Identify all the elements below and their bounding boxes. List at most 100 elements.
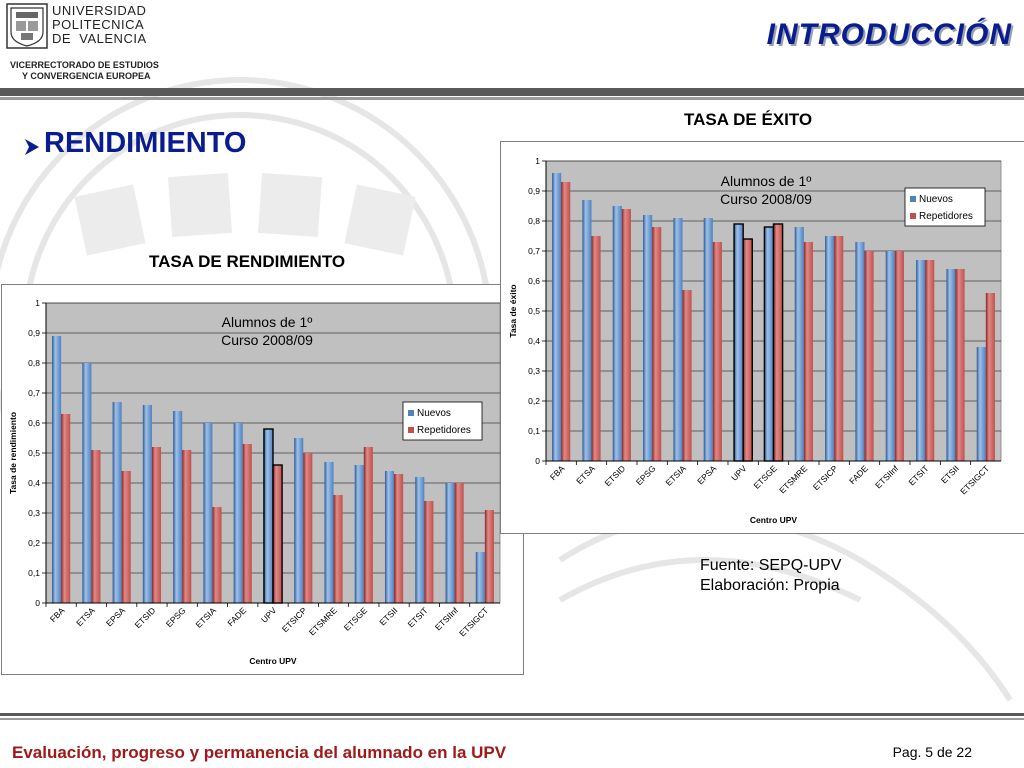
bar-repetidores-etsia [212, 507, 222, 603]
bar-repetidores-fba [561, 182, 571, 461]
footer-title: Evaluación, progreso y permanencia del a… [12, 743, 507, 762]
bar-repetidores-etsiinf [894, 251, 904, 461]
chart-title-exito: TASA DE ÉXITO [684, 110, 813, 129]
y-tick-label: 0,4 [528, 336, 540, 346]
x-tick-label: ETSII [939, 463, 961, 485]
bar-nuevos-etsge [354, 465, 364, 603]
x-tick-label: UPV [729, 463, 749, 483]
chart-annotation-line: Alumnos de 1º [222, 314, 313, 330]
y-tick-label: 0 [535, 456, 540, 466]
x-axis-title: Centro UPV [750, 515, 798, 525]
y-tick-label: 0,4 [28, 478, 40, 488]
university-line-1: UNIVERSIDAD [52, 3, 147, 18]
university-line-3: DE VALENCIA [52, 31, 147, 46]
bar-nuevos-etsii [946, 269, 956, 461]
slide-title: INTRODUCCIÓN [766, 18, 1012, 51]
x-tick-label: ETSIInf [873, 463, 901, 491]
x-tick-label: ETSID [602, 463, 627, 488]
bar-repetidores-etsge [363, 447, 373, 603]
bar-repetidores-etsa [91, 450, 101, 603]
bar-nuevos-etsicp [294, 438, 304, 603]
y-tick-label: 0,2 [528, 396, 540, 406]
chart-annotation-line: Curso 2008/09 [720, 191, 812, 207]
bar-repetidores-etsigct [985, 293, 995, 461]
y-tick-label: 0,8 [28, 358, 40, 368]
bar-nuevos-etsit [916, 260, 926, 461]
bar-nuevos-epsa [112, 402, 122, 603]
footer-divider [0, 713, 1024, 716]
bar-nuevos-etsge [763, 226, 775, 462]
x-tick-label: ETSIT [906, 463, 930, 487]
bar-nuevos-etsiinf [885, 251, 895, 461]
bar-nuevos-etsit [415, 477, 425, 603]
bar-nuevos-epsg [173, 411, 183, 603]
y-tick-label: 0,5 [28, 448, 40, 458]
arrow-bullet-icon [25, 139, 39, 155]
bar-nuevos-fade [233, 423, 243, 603]
x-tick-label: ETSICP [280, 605, 309, 634]
bar-nuevos-etsa [82, 363, 92, 603]
x-tick-label: ETSIA [663, 463, 688, 488]
bar-repetidores-etsia [682, 290, 692, 461]
x-tick-label: ETSIInf [433, 605, 461, 633]
vice-line-1: VICERRECTORADO DE ESTUDIOS [10, 60, 159, 70]
legend-label-nuevos: Nuevos [919, 194, 953, 205]
y-tick-label: 0,3 [28, 508, 40, 518]
x-tick-label: UPV [259, 605, 279, 625]
chart-svg: 0 0,1 0,2 0,3 0,4 0,5 0,6 0,7 0,8 0,9 1 FBA ETSA EPSA… [8, 298, 501, 666]
y-tick-label: 0,9 [528, 186, 540, 196]
bar-nuevos-etsa [582, 200, 592, 461]
bar-repetidores-fade [242, 444, 252, 603]
y-tick-label: 0 [35, 598, 40, 608]
bar-repetidores-etsge [772, 223, 784, 462]
bar-nuevos-etsid [612, 206, 622, 461]
bar-repetidores-epsa [712, 242, 722, 461]
section-heading: RENDIMIENTO [44, 127, 247, 159]
bar-nuevos-upv [263, 428, 274, 604]
bar-repetidores-fba [61, 414, 71, 603]
chart-annotation-line: Alumnos de 1º [721, 173, 812, 189]
bar-repetidores-etsmre [333, 495, 343, 603]
footer-divider-thin [0, 718, 1024, 720]
y-tick-label: 0,3 [528, 366, 540, 376]
bar-nuevos-epsg [643, 215, 653, 461]
chart-rendimiento: 0 0,1 0,2 0,3 0,4 0,5 0,6 0,7 0,8 0,9 1 FBA ETSA EPSA… [1, 284, 524, 675]
x-tick-label: ETSGE [751, 463, 779, 491]
bar-nuevos-etsigct [976, 347, 986, 461]
bar-repetidores-upv [272, 464, 283, 604]
legend-swatch-repetidores [408, 427, 414, 433]
y-tick-label: 0,1 [528, 426, 540, 436]
x-tick-label: ETSMRE [777, 463, 809, 495]
x-tick-label: FBA [548, 463, 567, 482]
x-tick-label: ETSII [377, 605, 399, 627]
x-tick-label: ETSID [133, 605, 158, 630]
y-tick-label: 1 [535, 156, 540, 166]
source-note: Fuente: SEPQ-UPV Elaboración: Propia [700, 556, 841, 596]
y-axis-title: Tasa de éxito [508, 284, 518, 337]
bar-nuevos-epsa [703, 218, 713, 461]
x-tick-label: ETSA [74, 605, 97, 628]
x-tick-label: EPSG [164, 605, 188, 629]
x-axis-title: Centro UPV [249, 656, 297, 666]
y-tick-label: 0,7 [28, 388, 40, 398]
y-tick-label: 0,1 [28, 568, 40, 578]
bar-nuevos-etsia [673, 218, 683, 461]
header-divider [0, 88, 1024, 96]
bar-repetidores-etsicp [834, 236, 844, 461]
bar-nuevos-etsii [384, 471, 395, 603]
x-tick-label: ETSMRE [307, 605, 339, 637]
chart-annotation-line: Curso 2008/09 [221, 332, 313, 348]
y-tick-label: 0,9 [28, 328, 40, 338]
y-tick-label: 1 [35, 298, 40, 308]
legend-label-repetidores: Repetidores [919, 211, 973, 222]
x-tick-label: ETSA [574, 463, 597, 486]
x-tick-label: ETSGE [342, 605, 370, 633]
bar-repetidores-etsii [394, 474, 404, 603]
y-tick-label: 0,7 [528, 246, 540, 256]
legend-box [904, 187, 986, 227]
bar-repetidores-etsii [955, 269, 965, 461]
bar-repetidores-etsa [591, 236, 601, 461]
source-line: Fuente: SEPQ-UPV [700, 557, 842, 574]
bar-nuevos-etsmre [324, 462, 334, 603]
